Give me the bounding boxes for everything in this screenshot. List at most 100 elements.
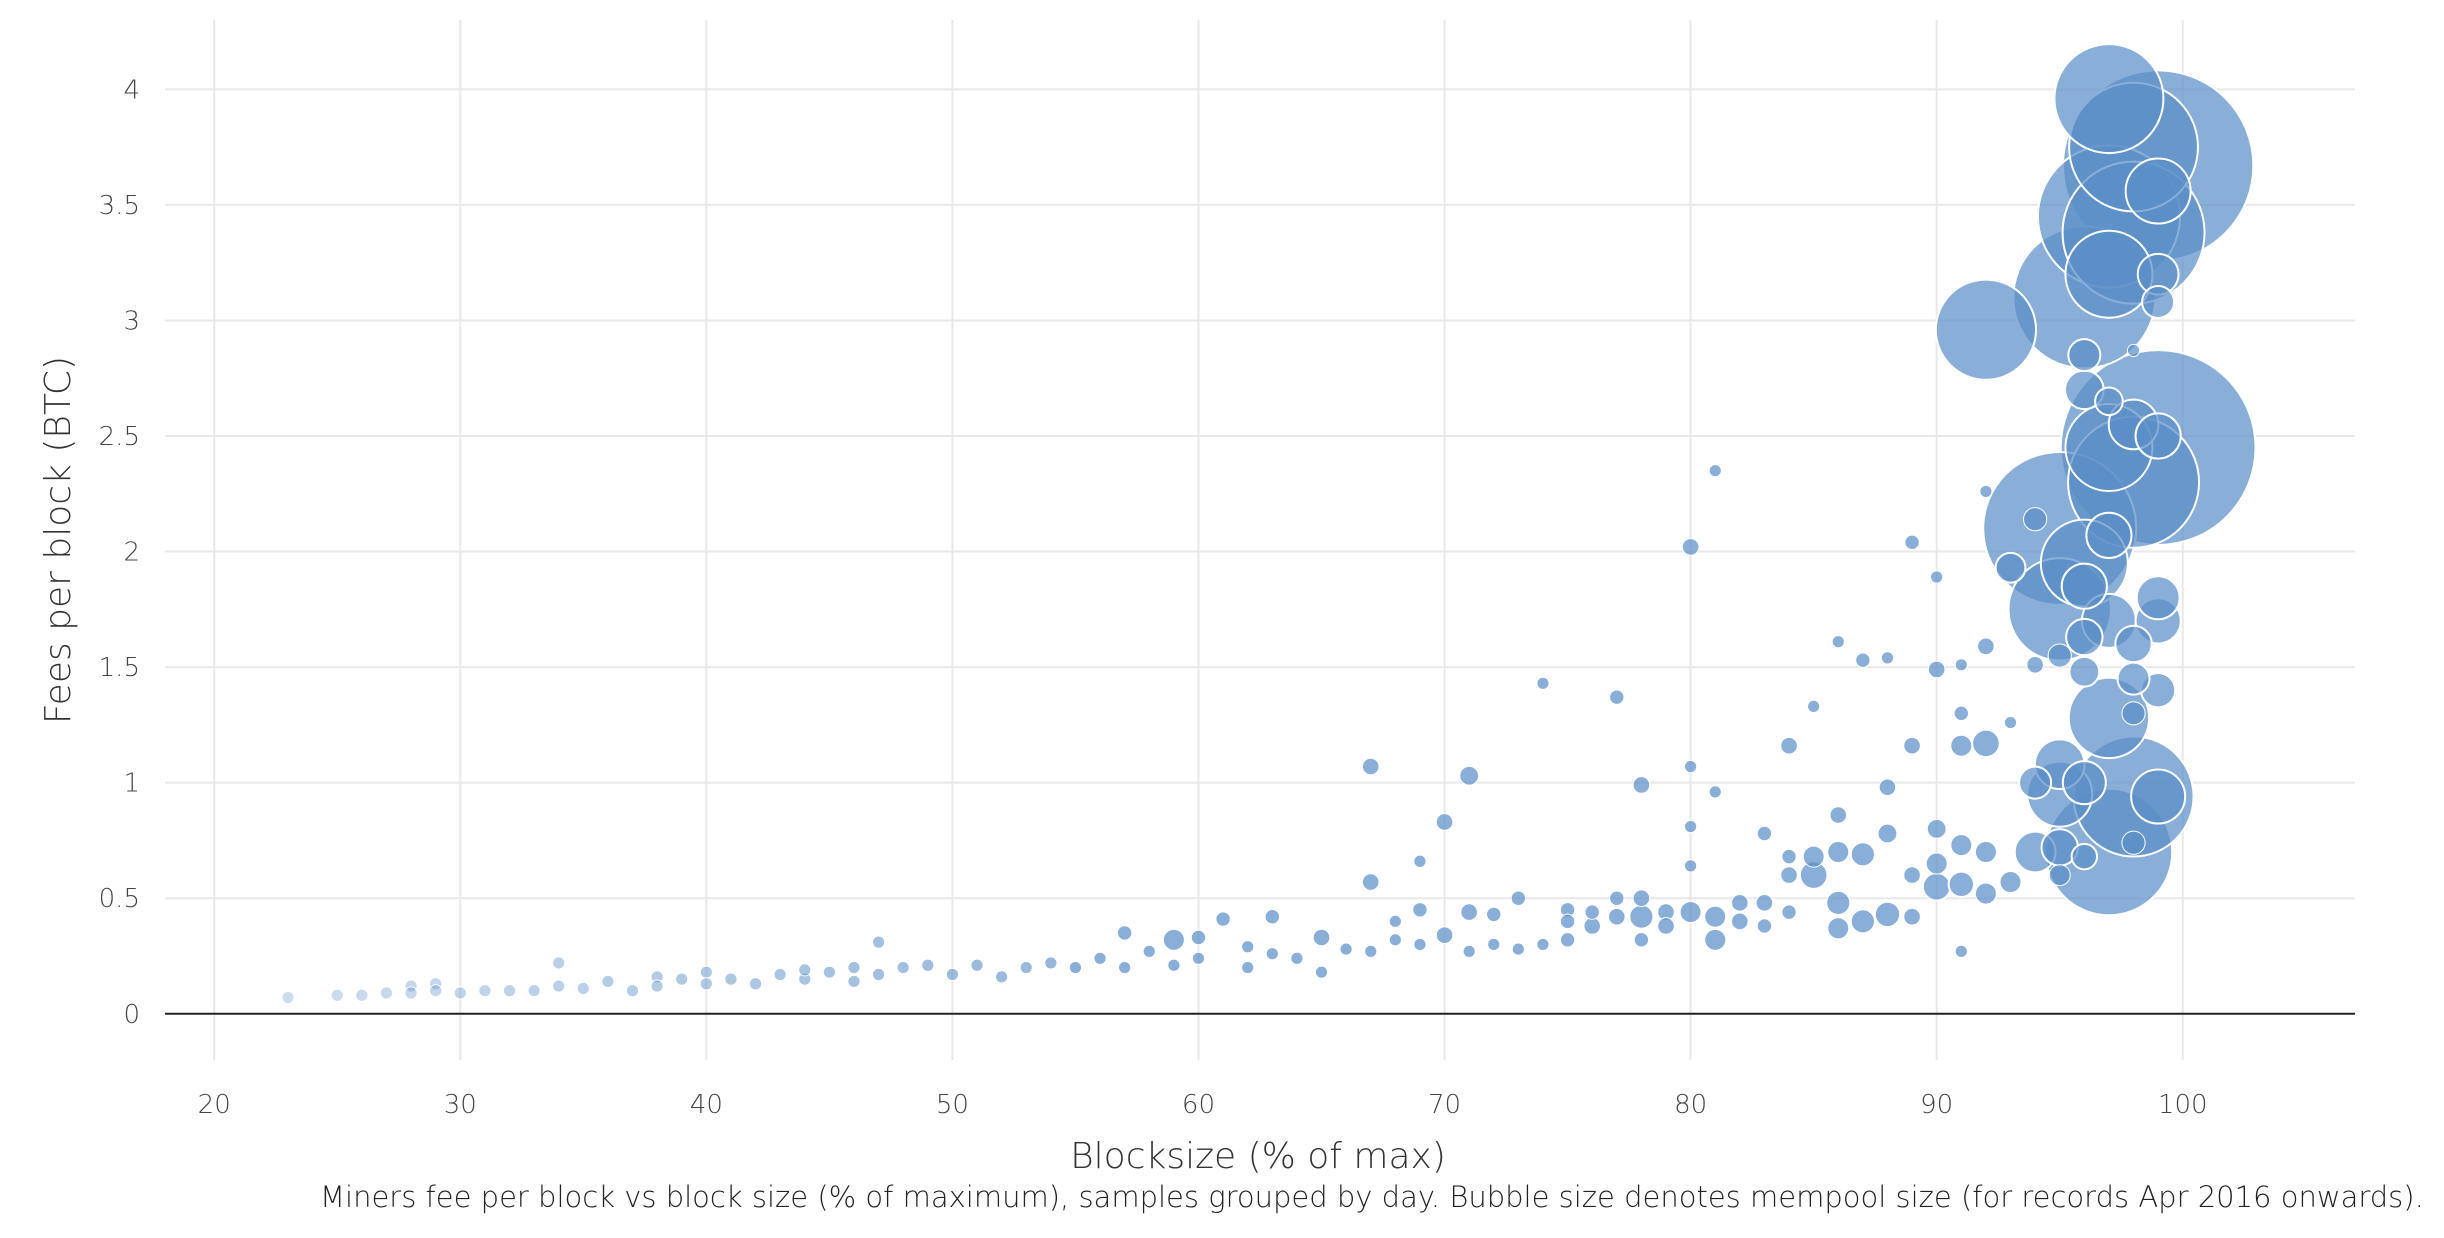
bubble-point	[2070, 842, 2099, 871]
bubble-point	[1487, 937, 1501, 952]
bubble-point	[1704, 928, 1727, 951]
bubble-point	[1829, 806, 1848, 824]
bubble-point	[1755, 894, 1774, 912]
bubble-point	[1388, 933, 1402, 947]
bubble-point	[1826, 890, 1851, 915]
bubble-point	[2134, 412, 2182, 460]
bubble-point	[1950, 834, 1973, 857]
bubble-point	[1093, 951, 1107, 965]
bubble-point	[1780, 736, 1798, 755]
bubble-point	[1241, 940, 1255, 954]
bubble-point	[1684, 759, 1698, 774]
bubble-point	[822, 965, 836, 979]
bubble-point	[1903, 866, 1921, 884]
y-tick-label: 2.5	[99, 422, 140, 452]
y-tick-label: 3.5	[99, 191, 140, 221]
bubble-point	[2068, 655, 2101, 688]
bubble-point	[1954, 658, 1968, 672]
bubble-point	[2116, 661, 2151, 696]
bubble-point	[625, 984, 640, 998]
bubble-point	[1536, 676, 1550, 690]
bubble-point	[2065, 617, 2104, 657]
bubble-point	[871, 967, 886, 982]
bubble-point	[1684, 819, 1698, 834]
bubble-point	[1850, 842, 1875, 867]
bubble-point	[724, 972, 738, 986]
bubble-point	[379, 986, 394, 1000]
bubble-point	[1681, 538, 1700, 556]
bubble-point	[1781, 848, 1797, 865]
bubble-point	[1364, 944, 1378, 958]
bubbles	[281, 43, 2257, 1005]
bubble-point	[1855, 652, 1871, 668]
x-tick-label: 80	[1674, 1090, 1707, 1120]
bubble-point	[1314, 965, 1329, 979]
y-tick-label: 1.5	[99, 653, 140, 683]
bubble-point	[1977, 637, 1995, 656]
y-axis-ticks: 0 0.5 1 1.5 2 2.5 3 3.5 4	[99, 75, 140, 1029]
bubble-point	[2048, 864, 2071, 887]
bubble-point	[1780, 866, 1798, 884]
bubble-point	[1167, 958, 1181, 972]
bubble-point	[1536, 937, 1550, 952]
bubble-point	[1361, 757, 1380, 776]
x-tick-label: 90	[1920, 1090, 1953, 1120]
bubble-point	[1264, 909, 1281, 925]
bubble-point	[1265, 947, 1279, 961]
bubble-point	[1679, 901, 1702, 924]
bubble-point	[1927, 660, 1946, 679]
y-tick-label: 0.5	[99, 884, 140, 914]
bubble-point	[1460, 903, 1478, 921]
bubble-point	[1934, 278, 2037, 381]
bubble-point	[1974, 882, 1997, 905]
bubble-point	[1486, 906, 1502, 923]
bubble-point	[1388, 914, 1402, 928]
bubble-point	[453, 986, 467, 1000]
bubble-point	[1807, 699, 1821, 714]
bubble-point	[1632, 776, 1651, 794]
bubble-point	[2121, 830, 2146, 855]
bubble-point	[650, 979, 664, 993]
x-tick-label: 40	[690, 1090, 723, 1120]
bubble-point	[1609, 689, 1625, 705]
bubble-point	[798, 963, 812, 977]
y-tick-label: 2	[123, 538, 140, 568]
bubble-point	[429, 977, 443, 991]
x-tick-label: 20	[198, 1090, 231, 1120]
x-tick-label: 100	[2158, 1090, 2208, 1120]
bubble-point	[1412, 902, 1428, 918]
bubble-point	[1633, 932, 1650, 948]
bubble-point	[1950, 734, 1973, 757]
bubble-point	[355, 988, 369, 1002]
bubble-point	[2135, 575, 2181, 621]
bubble-point	[1921, 871, 1952, 902]
bubble-point	[2130, 768, 2187, 825]
bubble-point	[1609, 890, 1625, 906]
bubble-point	[1979, 484, 1993, 499]
bubble-point	[2126, 343, 2141, 358]
bubble-point	[1435, 926, 1454, 945]
bubble-point	[1904, 534, 1920, 551]
bubble-point	[1632, 889, 1651, 908]
bubble-point	[1142, 944, 1156, 958]
bubble-point	[847, 974, 861, 989]
bubble-point	[1731, 912, 1749, 931]
bubble-point	[748, 977, 763, 991]
bubble-point	[896, 960, 910, 975]
bubble-point	[2047, 643, 2072, 668]
y-tick-label: 0	[123, 1000, 140, 1030]
x-tick-label: 60	[1182, 1090, 1215, 1120]
bubble-point	[1925, 852, 1948, 875]
bubble-point	[1880, 651, 1895, 665]
bubble-point	[330, 988, 344, 1002]
bubble-point	[1215, 911, 1231, 927]
bubble-point	[699, 965, 713, 979]
bubble-point	[1947, 870, 1975, 899]
bubble-point	[1312, 928, 1331, 947]
bubble-point	[1756, 825, 1773, 842]
bubble-point	[1559, 932, 1576, 948]
bubble-point	[945, 967, 960, 982]
bubble-point	[1607, 907, 1626, 926]
bubble-point	[1954, 944, 1968, 958]
